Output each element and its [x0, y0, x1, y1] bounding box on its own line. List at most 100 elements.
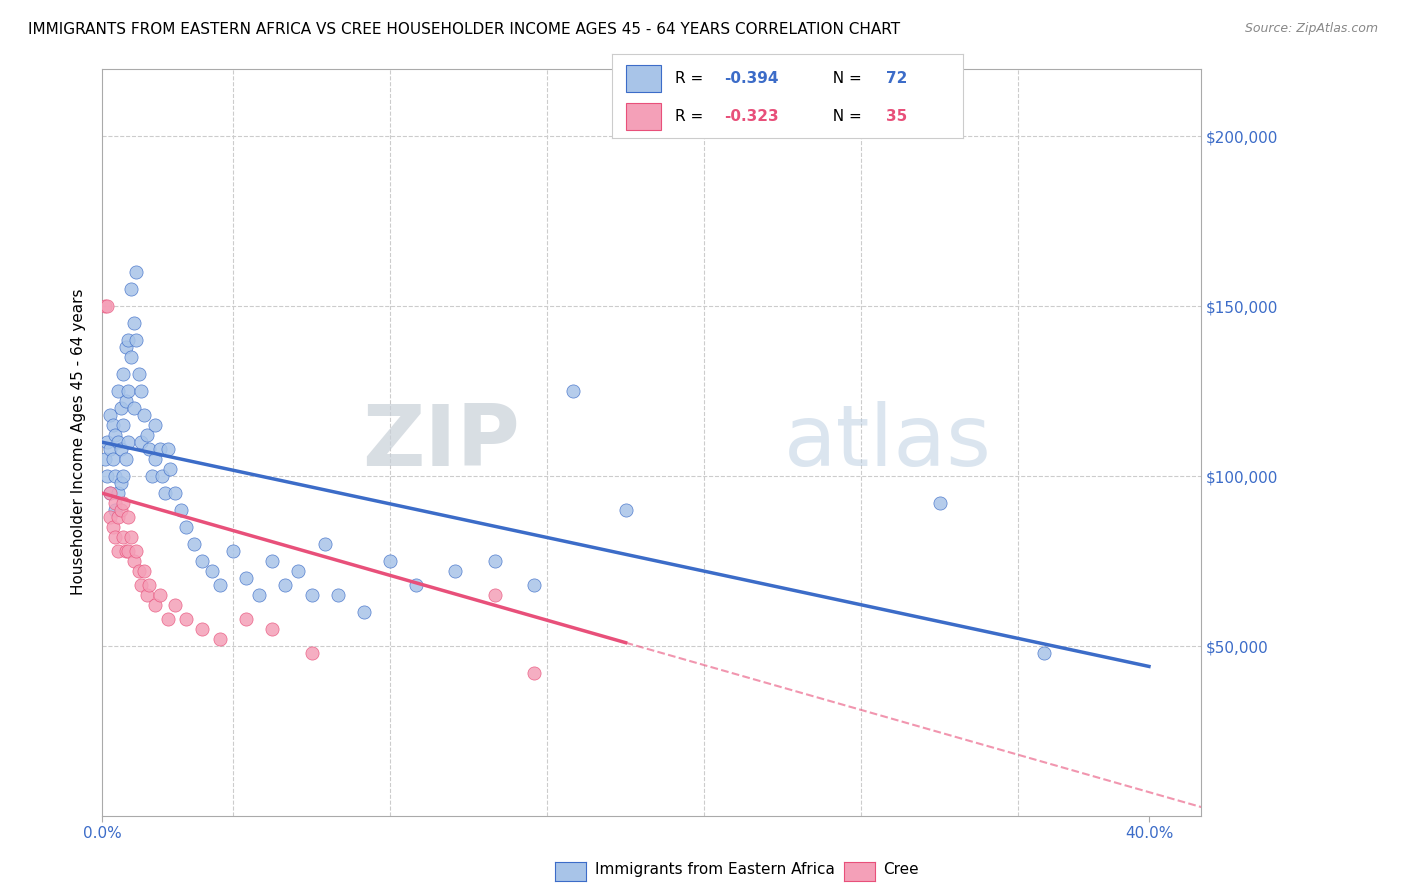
Point: [122, 554, 145, 568]
Point: [235, 571, 257, 585]
Point: [107, 510, 129, 524]
Point: [174, 612, 197, 626]
Point: [120, 530, 142, 544]
Text: R =: R =: [675, 109, 709, 124]
Point: [274, 578, 297, 592]
Point: [138, 442, 160, 456]
Point: [135, 588, 157, 602]
Y-axis label: Householder Income Ages 45 - 64 years: Householder Income Ages 45 - 64 years: [72, 289, 86, 596]
Point: [125, 333, 148, 347]
Point: [104, 503, 127, 517]
Point: [405, 578, 427, 592]
Point: [131, 435, 153, 450]
Point: [98, 486, 121, 500]
Point: [301, 646, 323, 660]
Point: [122, 316, 145, 330]
Point: [523, 666, 546, 681]
Point: [107, 435, 129, 450]
Point: [132, 408, 155, 422]
Point: [143, 418, 166, 433]
Point: [128, 368, 150, 382]
Point: [98, 510, 121, 524]
Text: atlas: atlas: [783, 401, 991, 483]
Point: [156, 612, 179, 626]
Point: [183, 537, 205, 551]
Point: [165, 599, 187, 613]
Point: [190, 622, 212, 636]
Point: [101, 520, 124, 534]
Point: [98, 408, 121, 422]
Point: [208, 632, 231, 647]
Point: [208, 578, 231, 592]
Text: Immigrants from Eastern Africa: Immigrants from Eastern Africa: [595, 863, 835, 877]
Point: [135, 428, 157, 442]
Point: [110, 401, 132, 416]
Point: [114, 394, 136, 409]
Point: [614, 503, 637, 517]
Point: [141, 469, 163, 483]
Point: [120, 282, 142, 296]
Point: [96, 299, 118, 313]
Point: [98, 486, 121, 500]
Point: [114, 544, 136, 558]
Point: [484, 588, 506, 602]
Point: [104, 530, 127, 544]
Point: [117, 333, 139, 347]
Point: [107, 384, 129, 399]
Point: [190, 554, 212, 568]
FancyBboxPatch shape: [626, 64, 661, 92]
Text: IMMIGRANTS FROM EASTERN AFRICA VS CREE HOUSEHOLDER INCOME AGES 45 - 64 YEARS COR: IMMIGRANTS FROM EASTERN AFRICA VS CREE H…: [28, 22, 900, 37]
Point: [110, 475, 132, 490]
Point: [117, 435, 139, 450]
Point: [128, 564, 150, 578]
Text: 72: 72: [886, 70, 907, 86]
Text: -0.323: -0.323: [724, 109, 779, 124]
Point: [138, 578, 160, 592]
Point: [378, 554, 401, 568]
Point: [523, 578, 546, 592]
Point: [112, 418, 135, 433]
Point: [112, 368, 135, 382]
Point: [107, 486, 129, 500]
Point: [262, 622, 284, 636]
Point: [131, 384, 153, 399]
Point: [149, 442, 172, 456]
Point: [170, 503, 193, 517]
Point: [326, 588, 349, 602]
Point: [562, 384, 585, 399]
Point: [353, 605, 375, 619]
Point: [112, 496, 135, 510]
Point: [117, 384, 139, 399]
Point: [94, 452, 117, 467]
Point: [156, 442, 179, 456]
Point: [235, 612, 257, 626]
Text: Cree: Cree: [883, 863, 918, 877]
Point: [143, 599, 166, 613]
Point: [222, 544, 245, 558]
Point: [153, 486, 176, 500]
Point: [247, 588, 270, 602]
Point: [159, 462, 181, 476]
Point: [287, 564, 309, 578]
Point: [112, 530, 135, 544]
Point: [132, 564, 155, 578]
Point: [165, 486, 187, 500]
Point: [104, 496, 127, 510]
Point: [131, 578, 153, 592]
Point: [96, 435, 118, 450]
Point: [174, 520, 197, 534]
Point: [110, 503, 132, 517]
Text: 35: 35: [886, 109, 907, 124]
Text: Source: ZipAtlas.com: Source: ZipAtlas.com: [1244, 22, 1378, 36]
Point: [149, 588, 172, 602]
Point: [101, 418, 124, 433]
Point: [110, 442, 132, 456]
Point: [444, 564, 467, 578]
Point: [101, 452, 124, 467]
Point: [104, 428, 127, 442]
Point: [104, 469, 127, 483]
Text: ZIP: ZIP: [363, 401, 520, 483]
Point: [112, 469, 135, 483]
Point: [262, 554, 284, 568]
Point: [484, 554, 506, 568]
